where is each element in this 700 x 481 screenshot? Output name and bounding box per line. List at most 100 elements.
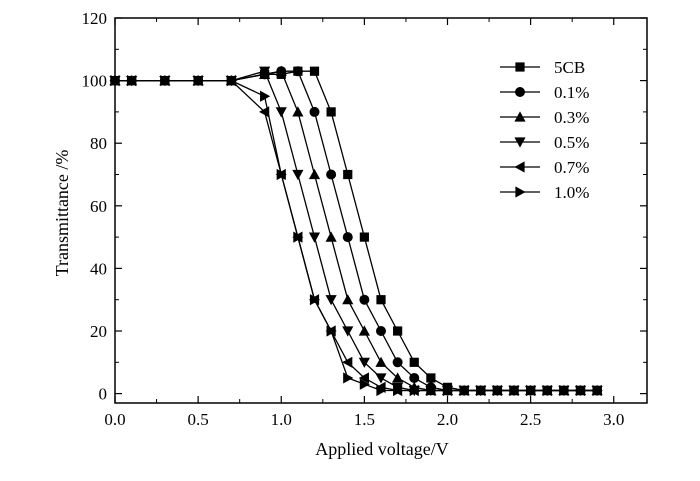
data-point-triangle-up xyxy=(514,111,526,122)
data-point-triangle-right xyxy=(515,186,526,198)
data-point-triangle-right xyxy=(343,372,354,384)
data-point-triangle-up xyxy=(275,65,287,76)
legend: 5CB 0.1% 0.3% 0.5% 0.7% 1.0% xyxy=(500,58,589,202)
data-point-triangle-right xyxy=(409,384,420,397)
data-point-circle xyxy=(292,66,303,77)
legend-item: 1.0% xyxy=(500,183,589,202)
data-point-circle xyxy=(359,294,370,305)
y-tick-label: 20 xyxy=(90,322,107,341)
data-point-triangle-left xyxy=(514,161,525,173)
legend-item: 0.7% xyxy=(500,158,589,177)
data-point-triangle-right xyxy=(393,384,404,397)
data-point-square xyxy=(515,62,525,72)
data-point-triangle-right xyxy=(559,384,570,397)
data-point-square xyxy=(376,295,386,305)
data-point-circle xyxy=(392,357,403,368)
legend-item: 0.5% xyxy=(500,133,589,152)
series-line xyxy=(115,70,598,392)
legend-item: 5CB xyxy=(500,58,585,77)
data-point-triangle-right xyxy=(359,378,370,390)
data-point-triangle-right xyxy=(293,231,304,243)
data-point-triangle-up xyxy=(392,372,404,383)
series-line xyxy=(115,79,598,392)
y-tick-label: 100 xyxy=(82,72,108,91)
data-point-triangle-down xyxy=(325,295,337,306)
series-layer xyxy=(109,65,603,397)
data-point-triangle-up xyxy=(325,231,337,242)
y-tick-label: 60 xyxy=(90,197,107,216)
y-tick-label: 0 xyxy=(99,385,108,404)
legend-label: 1.0% xyxy=(554,183,589,202)
data-point-triangle-right xyxy=(160,75,171,87)
data-point-square xyxy=(393,326,403,336)
data-point-triangle-up xyxy=(358,325,370,336)
data-point-triangle-up xyxy=(308,168,321,180)
y-tick-label: 120 xyxy=(82,9,108,28)
data-point-triangle-right xyxy=(376,384,387,397)
data-point-triangle-down xyxy=(308,232,321,243)
data-point-triangle-right xyxy=(226,75,237,87)
data-point-triangle-right xyxy=(476,384,487,397)
data-point-triangle-down xyxy=(259,66,271,77)
legend-label: 0.1% xyxy=(554,83,589,102)
series-line xyxy=(115,70,598,392)
axis-ticks: 0.0 0.5 1.0 1.5 2.0 2.5 3.0 0 20 40 60 80 100 120 xyxy=(82,9,647,429)
data-point-triangle-down xyxy=(375,373,387,384)
x-axis-label: Applied voltage/V xyxy=(315,439,448,459)
y-tick-label: 80 xyxy=(90,134,107,153)
x-tick-label: 1.0 xyxy=(271,410,292,429)
data-point-triangle-right xyxy=(260,90,271,102)
data-point-circle xyxy=(342,232,353,243)
series-4 xyxy=(109,75,602,397)
series-line xyxy=(115,70,598,392)
data-point-triangle-right xyxy=(459,384,470,397)
x-tick-label: 2.0 xyxy=(437,410,458,429)
x-tick-label: 2.5 xyxy=(520,410,541,429)
data-point-triangle-right xyxy=(326,325,337,337)
data-point-triangle-right xyxy=(592,384,603,397)
data-point-square xyxy=(343,169,353,180)
series-line xyxy=(115,70,598,392)
data-point-triangle-down xyxy=(342,326,354,337)
legend-label: 0.3% xyxy=(554,108,589,127)
data-point-circle xyxy=(515,87,525,97)
x-tick-label: 0.0 xyxy=(104,410,125,429)
data-point-circle xyxy=(326,169,337,180)
x-tick-label: 3.0 xyxy=(603,410,624,429)
data-point-circle xyxy=(309,106,320,117)
data-point-square xyxy=(326,107,336,117)
legend-item: 0.1% xyxy=(500,83,589,102)
series-5 xyxy=(110,75,603,397)
data-point-triangle-up xyxy=(292,106,304,117)
legend-item: 0.3% xyxy=(500,108,589,127)
data-point-triangle-right xyxy=(575,384,587,397)
legend-label: 5CB xyxy=(554,58,585,77)
data-point-triangle-left xyxy=(358,372,369,384)
data-point-triangle-right xyxy=(309,294,321,306)
data-point-triangle-up xyxy=(342,294,354,305)
data-point-triangle-right xyxy=(492,384,503,397)
data-point-triangle-down xyxy=(292,169,304,181)
data-point-triangle-right xyxy=(442,384,454,397)
data-point-triangle-down xyxy=(514,137,526,148)
data-point-triangle-right xyxy=(509,384,520,397)
series-line xyxy=(115,79,598,392)
data-point-square xyxy=(409,357,419,367)
data-point-circle xyxy=(409,372,420,383)
x-tick-label: 1.5 xyxy=(354,410,375,429)
y-axis-label: Transmittance /% xyxy=(52,150,72,277)
data-point-circle xyxy=(376,326,386,337)
data-point-triangle-right xyxy=(426,384,437,397)
data-point-triangle-right xyxy=(276,168,287,181)
data-point-square xyxy=(309,66,320,76)
y-tick-label: 40 xyxy=(90,259,107,278)
data-point-triangle-down xyxy=(275,107,287,118)
legend-label: 0.7% xyxy=(554,158,589,177)
data-point-triangle-left xyxy=(342,356,353,368)
data-point-triangle-down xyxy=(358,357,370,368)
data-point-triangle-up xyxy=(375,356,387,367)
series-3 xyxy=(109,66,603,397)
legend-label: 0.5% xyxy=(554,133,589,152)
data-point-triangle-right xyxy=(127,75,138,87)
plot-frame xyxy=(114,17,648,404)
